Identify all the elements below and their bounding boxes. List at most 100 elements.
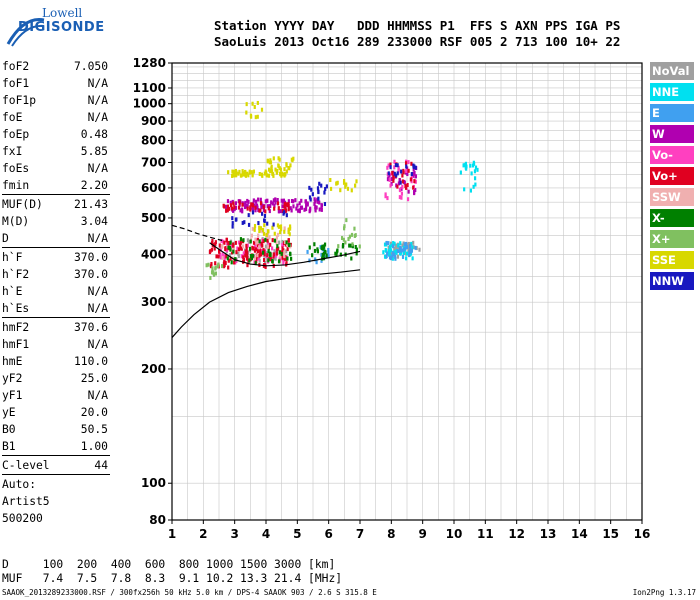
echo-point [274,167,277,172]
echo-point [224,261,227,266]
echo-point [263,252,266,257]
echo-point [211,270,214,275]
echo-point [290,256,293,261]
echo-point [244,173,248,178]
echo-point [283,229,286,234]
echo-point [261,173,264,178]
echo-point [264,199,267,204]
echo-point [403,179,406,184]
echo-point [230,260,233,265]
echo-point [258,225,261,230]
scaled-parameters-panel: foF2 7.050 foF1 N/A foF1p N/A foE N/A foEp 0.48 fx… [2,58,110,527]
param-value: 370.0 [73,251,108,264]
echo-point [318,200,321,205]
echo-point [231,221,234,226]
echo-point [384,194,387,199]
echo-point [323,249,327,254]
echo-point [280,173,283,178]
x-tick-label: 15 [602,527,619,541]
echo-point [347,237,350,242]
echo-point [472,161,476,166]
echo-point [314,199,317,204]
echo-point [404,184,407,189]
echo-point [210,247,214,252]
echo-point [238,202,241,207]
param-name: foF2 [2,60,30,73]
echo-point [414,174,418,179]
echo-point [288,242,291,247]
echo-point [269,257,272,262]
echo-point [253,104,256,109]
param-value: N/A [87,285,108,298]
echo-point [339,252,342,257]
echo-point [272,156,275,161]
echo-point [355,247,358,252]
echo-point [392,241,395,246]
echo-point [230,244,233,249]
echo-point [405,241,408,246]
echo-point [413,164,416,169]
param-value: N/A [87,338,108,351]
echo-point [229,200,232,205]
echo-point [281,252,284,257]
echo-point [263,213,267,218]
echo-point [414,245,417,250]
param-value: 5.85 [80,145,108,158]
echo-point [214,261,217,266]
param-row: D N/A [2,230,108,247]
echo-point [237,254,240,259]
param-row: yE 20.0 [2,404,108,421]
echo-point [404,246,407,251]
param-name: M(D) [2,215,30,228]
param-row: foEp 0.48 [2,126,108,143]
echo-point [246,206,249,211]
echo-point [285,240,288,245]
echo-point [396,254,400,259]
echo-point [393,165,396,170]
echo-point [254,199,258,204]
echo-point [211,241,214,246]
echo-point [218,253,222,258]
echo-point [257,221,260,226]
echo-point [320,245,323,250]
echo-point [276,198,279,203]
echo-point [298,209,301,214]
echo-point [223,240,226,245]
param-value: 7.050 [73,60,108,73]
echo-point [258,171,261,176]
echo-point [281,255,284,260]
echo-point [233,205,236,210]
echo-point [281,199,284,204]
echo-point [354,244,357,249]
echo-point [392,174,395,179]
file-info-footer: SAAOK_2013289233000.RSF / 300fx256h 50 k… [2,588,377,597]
echo-point [308,258,311,263]
echo-point [353,233,356,238]
echo-point [211,238,214,243]
echo-point [283,173,286,178]
echo-point [245,110,248,115]
echo-point [391,244,395,249]
echo-point [282,172,285,177]
echo-point [214,271,218,276]
echo-point [281,204,284,209]
echo-point [242,244,245,249]
echo-point [224,247,227,252]
echo-point [233,260,236,265]
echo-point [289,163,292,168]
y-tick-label: 100 [141,476,166,490]
param-divider [2,194,110,195]
echo-point [318,207,321,212]
echo-point [227,258,230,263]
echo-point [387,252,391,257]
legend-item: X+ [650,230,694,248]
param-row: M(D) 3.04 [2,213,108,230]
echo-point [266,221,269,226]
echo-point [246,238,250,243]
echo-point [406,183,409,188]
echo-point [268,160,271,165]
echo-point [474,182,477,187]
echo-point [272,222,275,227]
echo-point [261,227,265,232]
autoscale-info-text: Artist5 [2,495,50,508]
